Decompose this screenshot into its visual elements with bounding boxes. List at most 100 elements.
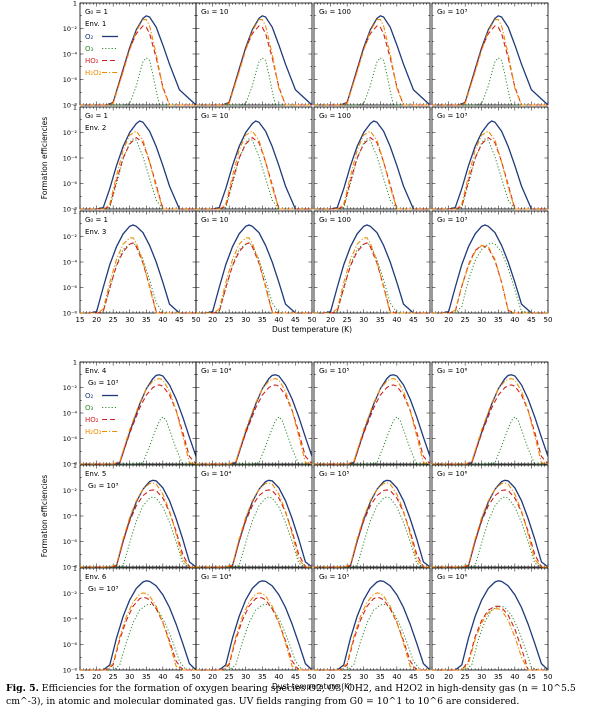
- series-line-h2o2: [432, 608, 548, 671]
- series-line-ho2: [314, 489, 430, 568]
- panel-top-r2-c3: G₀ = 100: [313, 106, 431, 210]
- g0-label: G₀ = 100: [319, 8, 351, 16]
- g0-label: G₀ = 10³: [437, 8, 467, 16]
- x-tick-label: 40: [274, 316, 283, 324]
- y-tick-label: 10⁻⁸: [63, 310, 78, 318]
- x-tick-label: 25: [461, 316, 470, 324]
- panel-frame: [79, 567, 197, 671]
- x-tick-label: 30: [359, 316, 368, 324]
- env-label: Env. 1: [85, 20, 106, 28]
- panel-top-r3-c1: 1 10⁻² 10⁻⁴ 10⁻⁶ 10⁻⁸ G₀ = 1 Env. 3: [63, 208, 197, 318]
- x-tick-label: 25: [109, 673, 118, 681]
- x-tick-label: 40: [510, 316, 519, 324]
- series-line-h2o2: [196, 237, 312, 314]
- series-line-h2o2: [314, 378, 431, 465]
- series-line-ho2: [432, 605, 548, 671]
- figure-caption: Fig. 5. Efficiencies for the formation o…: [6, 683, 594, 708]
- x-tick-label: 30: [241, 673, 250, 681]
- series-line-ho2: [432, 244, 548, 314]
- series-line-o2: [80, 479, 197, 568]
- x-tick-label: 15: [76, 673, 85, 681]
- x-tick-label: 20: [444, 673, 453, 681]
- g0-label: G₀ = 1: [85, 8, 108, 16]
- x-tick-label: 50: [308, 316, 317, 324]
- series-line-o2: [80, 120, 196, 210]
- panel-frame: [79, 210, 197, 314]
- series-line-ho2: [314, 384, 431, 465]
- series-line-h2o2: [196, 130, 312, 210]
- y-tick-label: 1: [73, 359, 77, 367]
- series-line-h2o2: [80, 19, 196, 106]
- panel-bottom-r2-c4: G₀ = 10⁶: [431, 464, 549, 568]
- g0-label: G₀ = 10⁶: [437, 367, 467, 375]
- g0-label: G₀ = 1: [85, 216, 108, 224]
- series-line-o3: [432, 57, 548, 106]
- series-line-o3: [432, 605, 548, 671]
- x-tick-label: 50: [192, 316, 201, 324]
- series-line-h2o2: [432, 378, 549, 465]
- x-tick-label: 25: [109, 316, 118, 324]
- series-line-o3: [432, 496, 548, 568]
- series-line-ho2: [314, 242, 430, 314]
- legend-label-ho2: HO₂: [85, 57, 99, 65]
- y-tick-label: 10⁻⁶: [63, 435, 78, 443]
- g0-label: G₀ = 100: [319, 216, 351, 224]
- panel-bottom-r3-c1: 1 10⁻² 10⁻⁴ 10⁻⁶ 10⁻⁸ G₀ = 10³ Env. 6: [63, 565, 197, 675]
- g0-label: G₀ = 10⁴: [201, 573, 231, 581]
- x-tick-label: 30: [125, 316, 134, 324]
- panel-frame: [431, 210, 549, 314]
- x-tick-label: 35: [258, 673, 267, 681]
- panel-frame: [79, 464, 197, 568]
- series-line-ho2: [196, 489, 312, 568]
- series-line-ho2: [80, 596, 196, 671]
- env-label: Env. 2: [85, 124, 106, 132]
- panel-bottom-r1-c3: G₀ = 10⁵: [313, 361, 431, 465]
- series-line-o2: [80, 224, 196, 314]
- series-line-o2: [432, 479, 549, 568]
- legend-label-o2: O₂: [85, 392, 94, 400]
- series-line-ho2: [80, 384, 197, 465]
- panel-bottom-r1-c1: 1 10⁻² 10⁻⁴ 10⁻⁶ 10⁻⁸ G₀ = 10³ Env. 4 O₂ O₃ HO₂ H₂…: [63, 359, 197, 469]
- caption-label: Fig. 5.: [6, 683, 39, 694]
- y-axis-title-top: Formation efficiencies: [40, 117, 49, 200]
- series-line-o3: [80, 603, 196, 671]
- panel-bottom-r2-c1: 1 10⁻² 10⁻⁴ 10⁻⁶ 10⁻⁸ G₀ = 10³ Env. 5: [63, 462, 197, 572]
- series-line-ho2: [196, 25, 312, 106]
- series-line-o2: [314, 224, 430, 314]
- panel-frame: [313, 567, 431, 671]
- panel-top-r1-c3: G₀ = 100: [313, 2, 431, 106]
- x-tick-label: 30: [359, 673, 368, 681]
- y-tick-label: 10⁻⁸: [63, 102, 78, 110]
- x-tick-label: 45: [527, 673, 536, 681]
- g0-label: G₀ = 10⁵: [319, 573, 349, 581]
- x-tick-label: 45: [175, 316, 184, 324]
- series-line-ho2: [432, 384, 549, 465]
- panel-frame: [195, 2, 313, 106]
- g0-label: G₀ = 10: [201, 216, 228, 224]
- x-tick-label: 25: [461, 673, 470, 681]
- g0-label: G₀ = 10⁴: [201, 470, 231, 478]
- x-tick-label: 35: [376, 673, 385, 681]
- g0-label: G₀ = 10: [201, 8, 228, 16]
- panel-top-r3-c4: G₀ = 10³: [431, 210, 549, 314]
- x-tick-label: 20: [208, 673, 217, 681]
- series-line-h2o2: [196, 592, 312, 671]
- panel-bottom-r1-c2: G₀ = 10⁴: [195, 361, 313, 465]
- x-tick-label: 20: [444, 316, 453, 324]
- g0-label: G₀ = 10³: [437, 112, 467, 120]
- series-line-ho2: [432, 489, 548, 568]
- series-line-o2: [314, 580, 431, 671]
- x-tick-label: 20: [326, 316, 335, 324]
- series-line-o2: [196, 580, 313, 671]
- series-line-h2o2: [314, 592, 430, 671]
- series-line-ho2: [432, 136, 548, 210]
- x-tick-label: 20: [92, 316, 101, 324]
- x-tick-label: 40: [392, 673, 401, 681]
- series-line-o3: [196, 496, 312, 568]
- env-label: Env. 6: [85, 573, 107, 581]
- panel-frame: [79, 2, 197, 106]
- panel-frame: [313, 210, 431, 314]
- legend-label-o3: O₃: [85, 404, 94, 412]
- x-tick-label: 30: [477, 316, 486, 324]
